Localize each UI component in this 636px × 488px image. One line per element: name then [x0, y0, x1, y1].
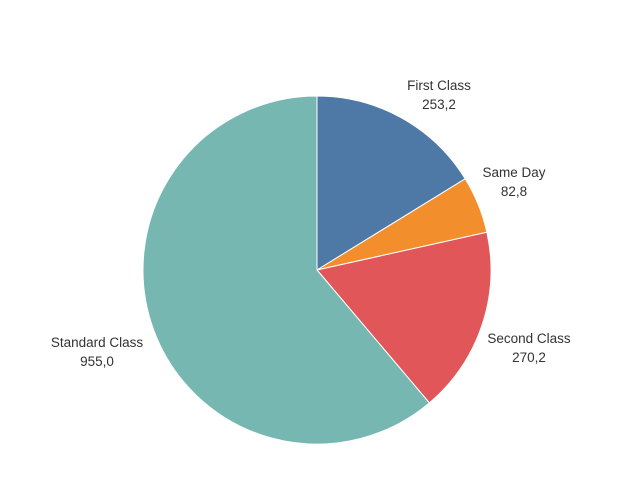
slice-label-first-class: First Class: [407, 78, 471, 93]
slice-value-second-class: 270,2: [512, 350, 546, 365]
slice-label-second-class: Second Class: [487, 331, 571, 346]
pie-labels: First Class 253,2 Same Day 82,8 Second Class…: [51, 78, 571, 369]
slice-value-same-day: 82,8: [501, 184, 527, 199]
pie-slices: [142, 95, 492, 445]
slice-value-first-class: 253,2: [422, 97, 456, 112]
pie-slice-first-class[interactable]: [316, 95, 466, 271]
slice-label-standard-class: Standard Class: [51, 335, 144, 350]
slice-label-same-day: Same Day: [482, 165, 545, 180]
pie-slice-standard-class[interactable]: [142, 95, 431, 445]
slice-value-standard-class: 955,0: [80, 354, 114, 369]
pie-slice-second-class[interactable]: [316, 231, 492, 404]
